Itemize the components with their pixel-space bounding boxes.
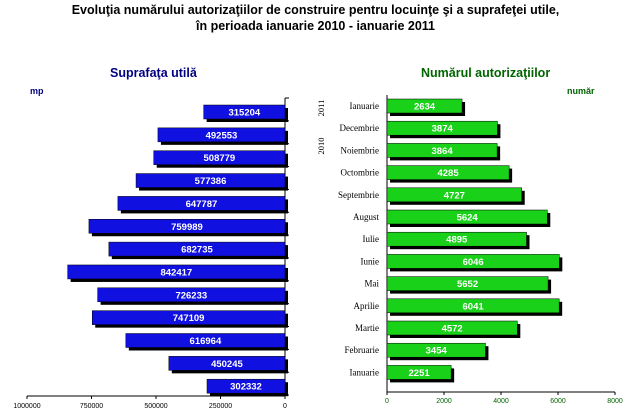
right-category-label: Decembrie: [340, 123, 379, 133]
left-bar: [125, 333, 286, 348]
right-category-label: Iulie: [363, 234, 380, 244]
right-category-label: Februarie: [345, 345, 379, 355]
left-bar: [67, 264, 286, 280]
right-category-label: Septembrie: [338, 190, 379, 200]
right-bar: [386, 209, 548, 225]
left-bar: [203, 104, 286, 120]
left-bar: [157, 127, 286, 143]
left-bar-value-label: 759989: [171, 222, 203, 233]
right-bar: [386, 98, 463, 114]
left-bar: [88, 219, 286, 234]
left-chart-title: Suprafaţa utilă: [110, 66, 197, 80]
right-bar-value-label: 6041: [463, 301, 485, 312]
right-bar: [386, 320, 518, 336]
right-bar-value-label: 3454: [426, 346, 448, 357]
left-bar: [206, 378, 286, 394]
right-bar-value-label: 4727: [444, 190, 465, 201]
right-bar-value-label: 4895: [446, 235, 468, 246]
right-bar-value-label: 3864: [431, 146, 453, 157]
right-chart-title: Numărul autorizaţiilor: [421, 66, 551, 80]
chart-title-line-2: în perioada ianuarie 2010 - ianuarie 201…: [195, 19, 435, 33]
right-unit-label: număr: [567, 86, 595, 96]
left-bar-value-label: 450245: [211, 359, 243, 370]
right-bar: [386, 143, 498, 158]
chart-title-line-1: Evoluţia numărului autorizaţiilor de con…: [71, 3, 560, 17]
year-label-2011: 2011: [316, 100, 326, 117]
right-category-label: Noiembrie: [341, 145, 380, 155]
right-x-tick-label: 0: [385, 398, 389, 405]
right-bar-value-label: 6046: [463, 257, 484, 268]
right-bar: [386, 231, 527, 247]
right-bar: [386, 187, 522, 203]
right-bar: [386, 276, 549, 291]
left-bar-value-label: 726233: [175, 290, 207, 301]
left-bar-value-label: 747109: [173, 313, 205, 324]
right-category-label: Aprilie: [354, 301, 380, 311]
right-x-tick-label: 4000: [493, 398, 509, 405]
left-unit-label: mp: [30, 86, 44, 96]
left-bar-value-label: 682735: [181, 245, 213, 256]
left-bar: [108, 241, 286, 257]
right-bar-value-label: 5624: [457, 213, 479, 224]
left-bar: [97, 287, 286, 303]
left-bar-value-label: 508779: [204, 153, 236, 164]
left-bar-value-label: 647787: [186, 199, 218, 210]
left-bar-value-label: 492553: [206, 130, 238, 141]
right-bar-value-label: 2251: [409, 368, 431, 379]
year-label-2010: 2010: [316, 138, 326, 155]
right-x-tick-label: 8000: [607, 398, 623, 405]
right-bar-value-label: 4285: [437, 168, 459, 179]
right-bar: [386, 165, 510, 180]
left-bar-value-label: 315204: [228, 108, 260, 119]
right-bar-value-label: 3874: [432, 124, 454, 135]
right-bar: [386, 120, 498, 136]
right-category-label: Octombrie: [341, 168, 380, 178]
right-category-label: Ianuarie: [350, 367, 379, 377]
right-x-tick-label: 2000: [436, 398, 452, 405]
left-bar: [135, 173, 286, 188]
right-category-label: Iunie: [361, 256, 380, 266]
left-bar: [153, 150, 286, 165]
right-bar: [386, 342, 486, 358]
right-category-label: Martie: [355, 323, 379, 333]
left-bar: [91, 310, 286, 325]
left-x-tick-label: 250000: [209, 403, 232, 410]
left-x-tick-label: 0: [283, 403, 287, 410]
left-bar-value-label: 842417: [160, 267, 192, 278]
right-category-label: Ianuarie: [350, 101, 379, 111]
right-x-tick-label: 6000: [550, 398, 566, 405]
right-category-label: August: [353, 212, 380, 222]
right-bar: [386, 298, 560, 314]
left-x-tick-label: 1000000: [13, 403, 40, 410]
left-x-tick-label: 750000: [80, 403, 103, 410]
right-bar: [386, 254, 560, 269]
left-bar-value-label: 577386: [195, 176, 227, 187]
right-bar-value-label: 5652: [457, 279, 478, 290]
right-bar-value-label: 2634: [414, 102, 436, 113]
right-bar-value-label: 4572: [442, 324, 463, 335]
left-bar: [117, 196, 286, 211]
left-bar: [168, 356, 286, 371]
right-bar: [386, 365, 452, 380]
left-x-tick-label: 500000: [144, 403, 167, 410]
left-bar-value-label: 302332: [230, 382, 262, 393]
chart-title: Evoluţia numărului autorizaţiilor de con…: [0, 2, 631, 34]
left-bar-value-label: 616964: [190, 336, 222, 347]
right-category-label: Mai: [365, 279, 380, 289]
